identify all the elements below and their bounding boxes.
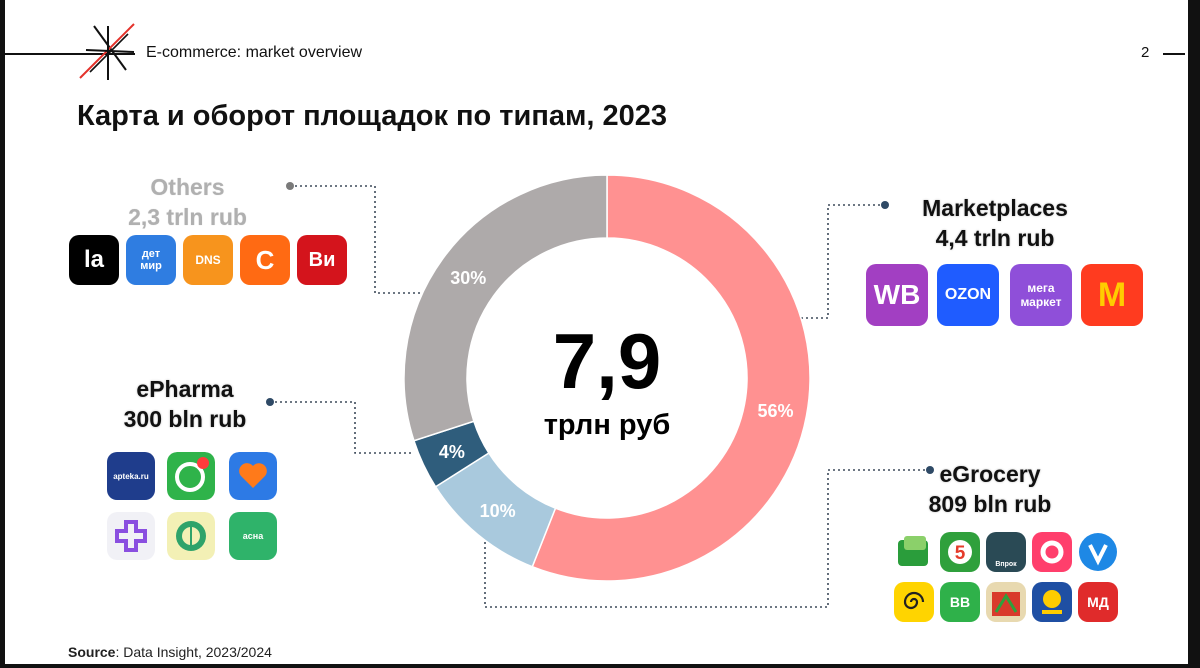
eapteka-icon [167, 452, 215, 500]
vi-icon: Ви [297, 235, 347, 285]
egrocery-amount: 809 bln rub [928, 491, 1052, 517]
citilink-icon: С [240, 235, 290, 285]
epharma-amount: 300 bln rub [123, 406, 247, 432]
center-value: 7,9 [553, 317, 661, 405]
egrocery-label: eGrocery 809 bln rub [900, 459, 1080, 519]
slice-label-others: 30% [450, 268, 486, 288]
frame-right-border [1188, 0, 1200, 668]
slice-others [403, 174, 608, 442]
magnit-icon [986, 582, 1026, 622]
center-unit: трлн руб [544, 409, 671, 441]
slice-label-egrocery: 10% [480, 501, 516, 521]
page-title: Карта и оборот площадок по типам, 2023 [77, 100, 668, 132]
leader-lines [270, 185, 930, 608]
perekrestok-icon [894, 532, 934, 572]
samokat-icon [1032, 532, 1072, 572]
header-line-left [5, 53, 135, 55]
frame-bottom-border [0, 664, 1200, 668]
lenta-icon [894, 582, 934, 622]
gorzdrav-icon [167, 512, 215, 560]
others-amount: 2,3 trln rub [128, 204, 247, 230]
header-line-right [1163, 53, 1185, 55]
source-note: Source: Data Insight, 2023/2024 [68, 644, 272, 660]
egrocery-name: eGrocery [939, 461, 1041, 487]
slice-marketplaces [531, 174, 811, 582]
zdravcity-icon [229, 452, 277, 500]
epharma-label: ePharma 300 bln rub [95, 374, 275, 434]
vkusvill-green-icon: BB [940, 582, 980, 622]
marketplaces-label: Marketplaces 4,4 trln rub [895, 193, 1095, 253]
magnit-delivery-icon: МД [1078, 582, 1118, 622]
page-number: 2 [1141, 44, 1150, 61]
yandex-market-icon: М [1081, 264, 1143, 326]
brand-logo-icon [79, 23, 135, 80]
auchan-icon [1032, 582, 1072, 622]
lamoda-icon: la [69, 235, 119, 285]
wildberries-icon: WB [866, 264, 928, 326]
frame-left-border [0, 0, 5, 668]
dns-icon: DNS [183, 235, 233, 285]
others-name: Others [150, 174, 225, 200]
marketplaces-name: Marketplaces [922, 195, 1068, 221]
megamarket-icon: мега маркет [1010, 264, 1072, 326]
leader-dot-marketplaces [881, 201, 889, 209]
leader-line-marketplaces [798, 204, 885, 319]
ozon-icon: OZON [937, 264, 999, 326]
detmir-icon: дет мир [126, 235, 176, 285]
leader-dot-epharma [266, 398, 274, 406]
apteka-ru-icon: apteka.ru [107, 452, 155, 500]
header-title: E-commerce: market overview [146, 44, 363, 61]
marketplaces-amount: 4,4 trln rub [935, 225, 1055, 251]
others-label: Others 2,3 trln rub [95, 172, 280, 232]
pyaterochka-icon: 5 [940, 532, 980, 572]
leader-dot-egrocery [926, 466, 934, 474]
slice-label-epharma: 4% [439, 442, 465, 462]
plus-pharmacy-icon [107, 512, 155, 560]
source-label: Source [68, 644, 116, 660]
source-text: : Data Insight, 2023/2024 [115, 644, 272, 660]
leader-line-epharma [270, 401, 412, 454]
epharma-name: ePharma [136, 376, 234, 402]
vkusvill-icon [1078, 532, 1118, 572]
svg-text:5: 5 [955, 543, 966, 564]
slice-label-marketplaces: 56% [757, 401, 793, 421]
asna-icon: асна [229, 512, 277, 560]
vprok-icon: Впрок [986, 532, 1026, 572]
leader-dot-others [286, 182, 294, 190]
